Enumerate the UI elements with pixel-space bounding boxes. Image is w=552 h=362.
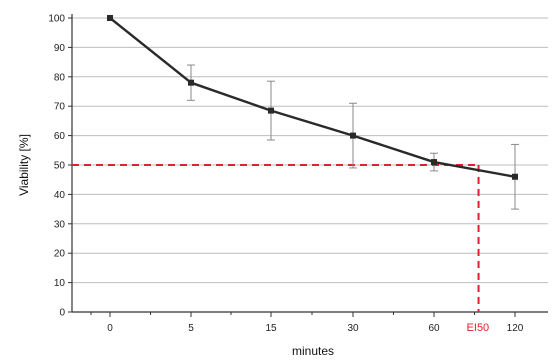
x-tick-label-30: 30: [347, 323, 359, 334]
data-point-15: [268, 107, 274, 114]
x-tick-label-60: 60: [428, 323, 440, 334]
y-tick-label-100: 100: [48, 14, 65, 25]
x-tick-label-0: 0: [107, 323, 113, 334]
y-tick-label-10: 10: [54, 278, 66, 289]
y-tick-label-70: 70: [54, 102, 66, 113]
y-tick-label-50: 50: [54, 161, 66, 172]
data-point-5: [188, 79, 194, 86]
data-point-120: [512, 173, 518, 180]
x-tick-label-120: 120: [507, 323, 524, 334]
x-axis-label: minutes: [292, 344, 334, 358]
x-tick-label-15: 15: [265, 323, 277, 334]
x-tick-label-5: 5: [188, 323, 194, 334]
x-tick-labels: 0 5 15 30 60 120: [90, 312, 524, 334]
y-axis-label: Viability [%]: [17, 134, 31, 196]
y-tick-labels: 0 10 20 30 40 50 60 70 80 90 100: [48, 14, 72, 319]
y-tick-label-20: 20: [54, 249, 66, 260]
y-tick-label-90: 90: [54, 43, 66, 54]
error-bars: [187, 64, 519, 210]
ei50-annotation: EI50: [72, 164, 490, 334]
series: [109, 17, 516, 178]
y-tick-label-40: 40: [54, 190, 66, 201]
y-tick-label-60: 60: [54, 131, 66, 142]
axes: [71, 14, 548, 313]
ei50-label: EI50: [467, 322, 490, 334]
data-point-60: [431, 159, 437, 166]
data-markers: [107, 15, 518, 180]
data-point-0: [107, 15, 113, 21]
y-tick-label-30: 30: [54, 219, 66, 230]
y-tick-label-0: 0: [59, 308, 65, 319]
gridlines: [72, 17, 548, 284]
data-point-30: [350, 132, 356, 139]
series-line: [109, 17, 516, 178]
y-tick-label-80: 80: [54, 72, 66, 83]
